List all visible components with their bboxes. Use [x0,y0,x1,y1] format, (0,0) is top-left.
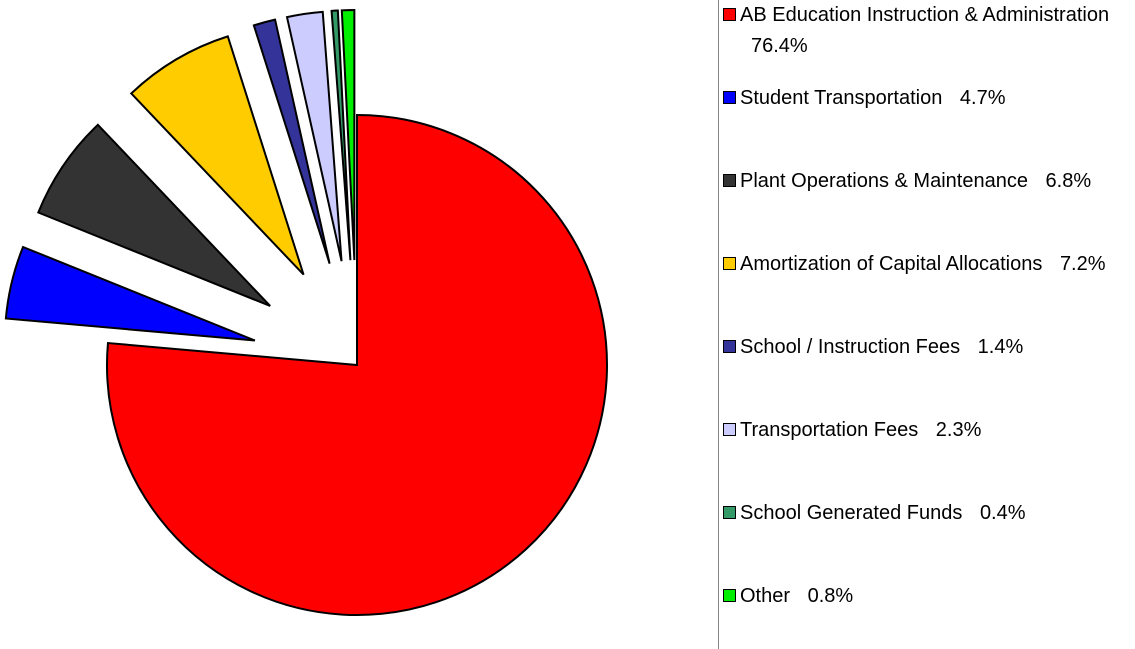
legend-value: 2.3% [935,419,982,441]
legend-value: 76.4% [751,35,808,57]
legend-value: 4.7% [959,87,1006,109]
legend-swatch [723,423,736,436]
legend-label: School Generated Funds [740,502,963,524]
legend-swatch [723,589,736,602]
legend-value: 0.4% [979,502,1026,524]
legend-label: Other [740,585,791,607]
legend-value: 6.8% [1045,170,1092,192]
pie-slice [252,18,331,264]
pie-slice [4,245,256,342]
legend-entry: Plant Operations & Maintenance 6.8% [723,166,1131,197]
legend-swatch [723,506,736,519]
pie-slice [330,9,352,261]
legend-value: 7.2% [1059,253,1106,275]
legend-value: 1.4% [977,336,1024,358]
legend-swatch [723,8,736,21]
legend-label: School / Instruction Fees [740,336,961,358]
legend-label: Amortization of Capital Allocations [740,253,1043,275]
pie-slice [129,35,305,276]
pie-slice [106,113,608,616]
legend-entry: School Generated Funds 0.4% [723,498,1131,529]
pie-slice [340,9,356,261]
legend-label: Transportation Fees [740,419,919,441]
legend-label: AB Education Instruction & Administratio… [740,4,1110,26]
legend-label: Student Transportation [740,87,943,109]
legend: AB Education Instruction & Administratio… [718,0,1135,649]
legend-label: Plant Operations & Maintenance [740,170,1028,192]
legend-swatch [723,340,736,353]
chart [4,9,608,616]
legend-entry: School / Instruction Fees 1.4% [723,332,1131,363]
legend-entry: AB Education Instruction & Administratio… [723,0,1131,62]
legend-value: 0.8% [807,585,854,607]
legend-entry: Other 0.8% [723,581,1131,612]
legend-entry: Amortization of Capital Allocations 7.2% [723,249,1131,280]
legend-entry: Student Transportation 4.7% [723,83,1131,114]
legend-swatch [723,257,736,270]
pie-slice [285,10,343,262]
legend-swatch [723,91,736,104]
legend-entry: Transportation Fees 2.3% [723,415,1131,446]
pie-slice [36,123,271,307]
legend-swatch [723,174,736,187]
